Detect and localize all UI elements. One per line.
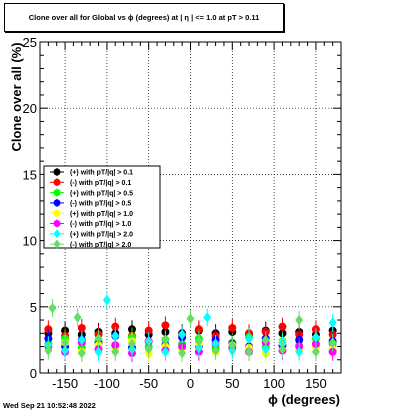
data-point bbox=[295, 346, 304, 358]
data-point bbox=[194, 325, 203, 334]
title-box: Clone over all for Global vs ϕ (degrees)… bbox=[4, 3, 284, 32]
data-point bbox=[144, 343, 153, 355]
data-point bbox=[161, 334, 170, 346]
data-point bbox=[328, 317, 337, 328]
data-point bbox=[203, 312, 212, 323]
legend: (+) with pT/|q| > 0.1 (-) with pT/|q| > 0… bbox=[43, 165, 161, 249]
legend-marker bbox=[53, 209, 61, 217]
data-point bbox=[311, 332, 320, 343]
legend-marker bbox=[53, 178, 61, 186]
y-axis-label: Clone over all (%) bbox=[9, 42, 24, 152]
data-point bbox=[295, 314, 304, 326]
legend-label: (-) with pT/|q| > 2.0 bbox=[70, 242, 131, 249]
legend-label: (+) with pT/|q| > 0.1 bbox=[70, 170, 133, 177]
axes: -150 -100 -50 0 50 100 150 0 5 10 15 20 25 bbox=[23, 35, 342, 391]
x-tick-label: 100 bbox=[263, 376, 285, 391]
data-point bbox=[77, 323, 86, 332]
legend-label: (+) with pT/|q| > 0.5 bbox=[70, 190, 133, 197]
series-7 bbox=[44, 299, 337, 363]
data-point bbox=[127, 338, 136, 350]
data-point bbox=[328, 337, 337, 348]
series-3 bbox=[44, 326, 337, 357]
data-point bbox=[61, 337, 70, 348]
y-tick-label: 20 bbox=[23, 101, 37, 116]
legend-marker bbox=[53, 189, 61, 197]
data-point bbox=[245, 333, 254, 344]
legend-marker bbox=[53, 220, 61, 227]
legend-label: (+) with pT/|q| > 2.0 bbox=[70, 232, 133, 239]
data-point bbox=[261, 334, 270, 346]
data-point bbox=[161, 346, 170, 358]
legend-label: (-) with pT/|q| > 1.0 bbox=[70, 221, 131, 228]
data-point bbox=[261, 343, 270, 355]
legend-marker bbox=[53, 199, 61, 207]
data-point bbox=[178, 347, 187, 359]
data-point bbox=[194, 336, 203, 347]
y-tick-label: 0 bbox=[30, 366, 37, 381]
data-point bbox=[94, 346, 103, 358]
data-point bbox=[328, 347, 337, 356]
y-tick-label: 25 bbox=[23, 35, 37, 50]
data-point bbox=[111, 322, 120, 331]
y-tick-label: 5 bbox=[30, 300, 37, 315]
legend-marker bbox=[53, 229, 61, 239]
x-axis-label: ϕ (degrees) bbox=[268, 392, 340, 407]
legend-marker bbox=[53, 239, 61, 249]
data-point bbox=[111, 330, 120, 342]
data-point bbox=[102, 294, 111, 306]
x-tick-label: -50 bbox=[139, 376, 158, 391]
y-tick-label: 15 bbox=[23, 167, 37, 182]
x-tick-label: 0 bbox=[187, 376, 194, 391]
data-point bbox=[161, 321, 170, 330]
data-point bbox=[111, 346, 120, 358]
data-point bbox=[144, 326, 153, 335]
x-tick-label: -150 bbox=[52, 376, 78, 391]
data-point bbox=[178, 329, 187, 340]
data-point bbox=[44, 325, 53, 334]
data-point bbox=[77, 347, 86, 359]
legend-label: (-) with pT/|q| > 0.1 bbox=[70, 180, 131, 187]
footer-timestamp: Wed Sep 21 10:52:48 2022 bbox=[3, 401, 96, 410]
chart-title: Clone over all for Global vs ϕ (degrees)… bbox=[28, 13, 260, 22]
data-point bbox=[44, 345, 53, 356]
data-point bbox=[228, 323, 237, 332]
data-point bbox=[278, 343, 287, 355]
data-point bbox=[311, 346, 320, 358]
data-point bbox=[186, 313, 195, 324]
data-point bbox=[94, 333, 103, 344]
data-point bbox=[228, 339, 237, 351]
data-point bbox=[77, 334, 86, 346]
data-point bbox=[245, 346, 254, 358]
legend-box bbox=[43, 165, 161, 249]
y-tick-label: 10 bbox=[23, 234, 37, 249]
legend-label: (+) with pT/|q| > 1.0 bbox=[70, 211, 133, 218]
series-layer bbox=[44, 291, 337, 363]
legend-marker bbox=[53, 168, 61, 176]
data-point bbox=[211, 345, 220, 356]
x-tick-label: 150 bbox=[305, 376, 327, 391]
legend-label: (-) with pT/|q| > 0.5 bbox=[70, 201, 131, 208]
x-tick-label: 50 bbox=[225, 376, 239, 391]
data-point bbox=[73, 312, 82, 323]
x-tick-label: -100 bbox=[94, 376, 120, 391]
data-point bbox=[48, 302, 57, 314]
data-point bbox=[278, 322, 287, 331]
